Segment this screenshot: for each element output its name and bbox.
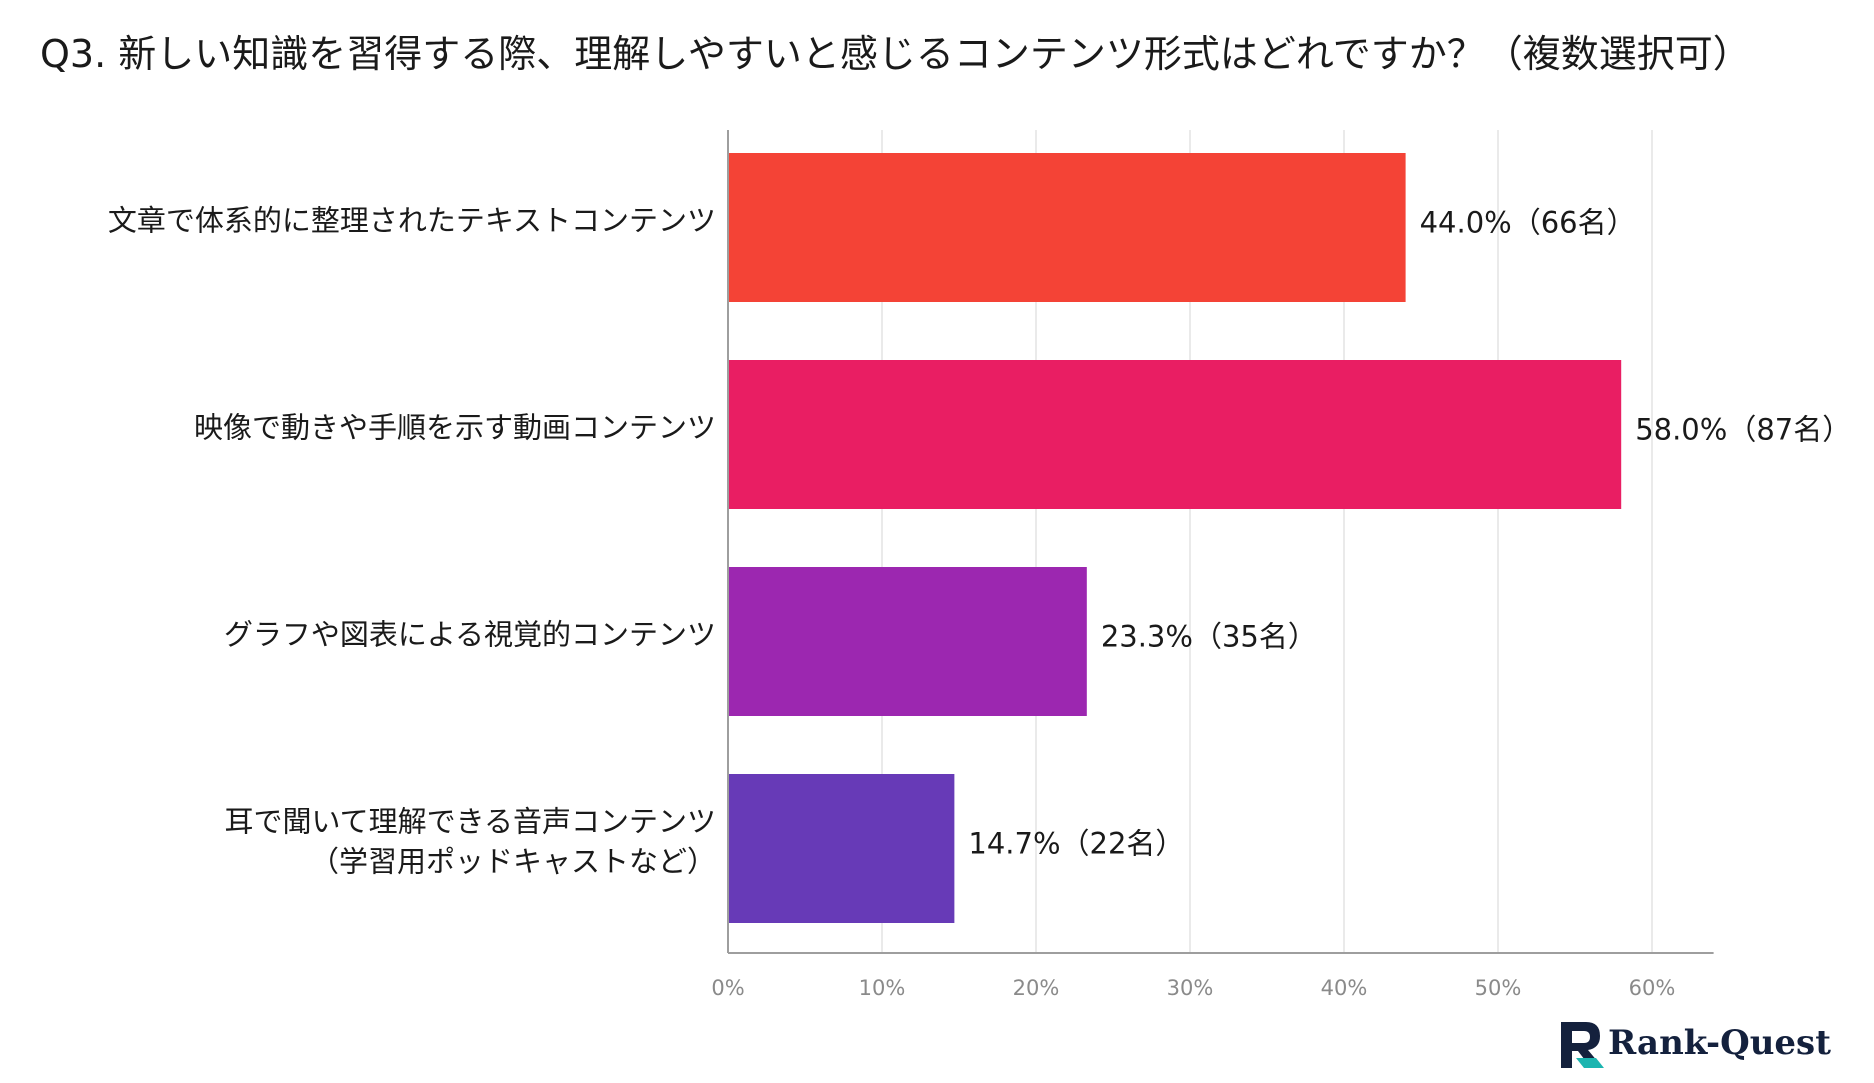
- data-label-2: 58.0%（87名）: [1635, 413, 1851, 447]
- bar-1: [728, 153, 1406, 302]
- category-label-4-line-1: 耳で聞いて理解できる音声コンテンツ: [224, 805, 716, 839]
- category-label-4-line-2: （学習用ポッドキャストなど）: [310, 845, 716, 879]
- data-label-3: 23.3%（35名）: [1101, 620, 1317, 654]
- category-label-3: グラフや図表による視覚的コンテンツ: [224, 618, 716, 652]
- x-tick-label: 20%: [1013, 976, 1060, 1000]
- logo-text: Rank-Quest: [1608, 1023, 1831, 1063]
- data-label-4: 14.7%（22名）: [968, 827, 1184, 861]
- x-tick-label: 50%: [1475, 976, 1522, 1000]
- x-axis-ticks: 0% 10% 20% 30% 40% 50% 60%: [711, 976, 1675, 1000]
- bar-2: [728, 360, 1622, 509]
- x-tick-label: 60%: [1629, 976, 1676, 1000]
- x-tick-label: 0%: [711, 976, 744, 1000]
- bars: [728, 153, 1622, 923]
- data-labels: 44.0%（66名） 58.0%（87名） 23.3%（35名） 14.7%（22名）: [968, 206, 1851, 861]
- chart-title: Q3. 新しい知識を習得する際、理解しやすいと感じるコンテンツ形式はどれですか？…: [40, 32, 1751, 76]
- data-label-1: 44.0%（66名）: [1420, 206, 1636, 240]
- bar-3: [728, 567, 1087, 716]
- category-label-1: 文章で体系的に整理されたテキストコンテンツ: [108, 204, 716, 238]
- rank-quest-logo-icon: [1561, 1022, 1604, 1068]
- category-label-2: 映像で動きや手順を示す動画コンテンツ: [194, 411, 716, 445]
- x-tick-label: 30%: [1167, 976, 1214, 1000]
- bar-4: [728, 774, 955, 923]
- x-tick-label: 40%: [1321, 976, 1368, 1000]
- category-labels: 文章で体系的に整理されたテキストコンテンツ映像で動きや手順を示す動画コンテンツグ…: [108, 204, 716, 879]
- rank-quest-logo: Rank-Quest: [1561, 1022, 1831, 1068]
- x-tick-label: 10%: [859, 976, 906, 1000]
